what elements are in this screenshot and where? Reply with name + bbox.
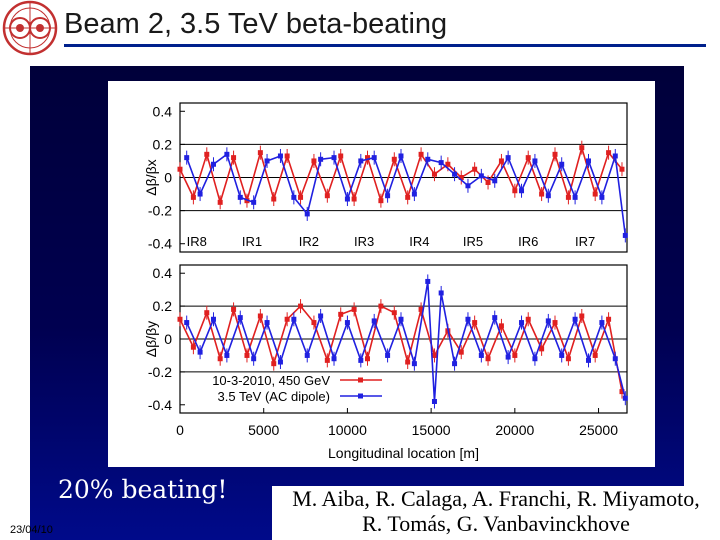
- cern-logo-icon: [2, 0, 58, 56]
- plot-background: [108, 81, 655, 467]
- title-underline: [64, 44, 706, 47]
- authors-box: M. Aiba, R. Calaga, A. Franchi, R. Miyam…: [272, 486, 720, 540]
- slide-date: 23/04/10: [10, 524, 53, 536]
- slide-title: Beam 2, 3.5 TeV beta-beating: [64, 8, 448, 40]
- beating-caption: 20% beating!: [58, 475, 228, 504]
- authors-line-1: M. Aiba, R. Calaga, A. Franchi, R. Miyam…: [292, 486, 700, 511]
- authors-line-2: R. Tomás, G. Vanbavinckhove: [362, 511, 630, 536]
